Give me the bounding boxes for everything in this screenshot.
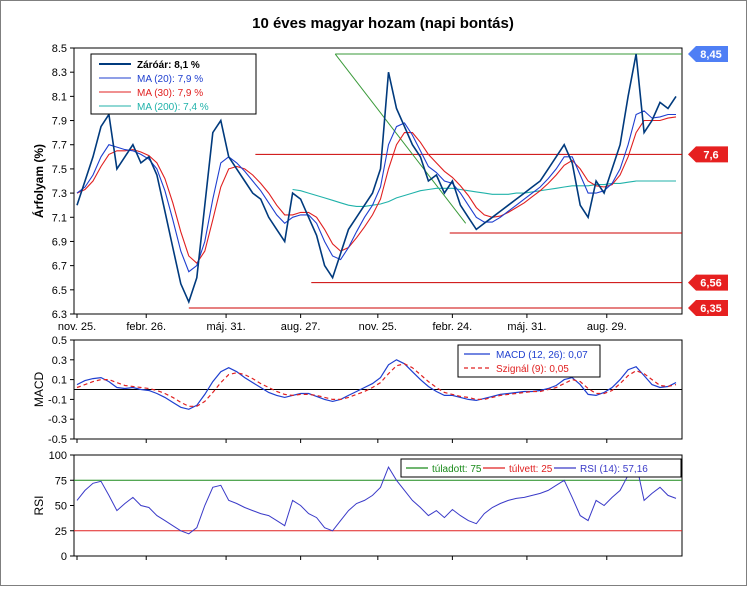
y-tick-label: 0.1 bbox=[52, 375, 67, 387]
level-badge-label: 8,45 bbox=[700, 49, 721, 61]
y-tick-label: 0.3 bbox=[52, 355, 67, 367]
y-tick-label: -0.5 bbox=[48, 434, 67, 446]
x-tick-label: nov. 25. bbox=[58, 321, 96, 333]
x-tick-label: febr. 24. bbox=[432, 321, 472, 333]
y-axis-label: RSI bbox=[32, 495, 46, 515]
y-tick-label: 50 bbox=[55, 501, 67, 513]
chart-title: 10 éves magyar hozam (napi bontás) bbox=[252, 15, 514, 32]
y-tick-label: 8.5 bbox=[52, 43, 67, 55]
level-badge-label: 6,56 bbox=[700, 278, 721, 290]
price-series-line bbox=[76, 110, 676, 273]
macd-panel: 0.5 0.3 0.1 -0.1 -0.3 -0.5 MACD MACD (12, 26): … bbox=[32, 335, 683, 446]
y-tick-label: 7.7 bbox=[52, 140, 67, 152]
y-tick-label: 8.1 bbox=[52, 91, 67, 103]
y-tick-label: 100 bbox=[49, 450, 67, 462]
y-tick-label: 7.1 bbox=[52, 212, 67, 224]
y-axis-label: MACD bbox=[32, 372, 46, 408]
y-axis-label: Árfolyam (%) bbox=[31, 144, 46, 218]
level-badge-label: 6,35 bbox=[700, 303, 721, 315]
rsi-panel: 100 75 50 25 0 RSI túladott: 75 túlvett: 25 RSI … bbox=[32, 450, 683, 563]
legend-box bbox=[457, 344, 601, 378]
y-tick-label: 7.5 bbox=[52, 164, 67, 176]
x-tick-label: máj. 31. bbox=[207, 321, 246, 333]
macd-series-line bbox=[76, 363, 677, 407]
legend-entry: MA (30): 7,9 % bbox=[137, 88, 203, 99]
y-tick-label: 7.9 bbox=[52, 116, 67, 128]
y-tick-label: 0.5 bbox=[52, 335, 67, 347]
y-tick-label: 6.7 bbox=[52, 261, 67, 273]
y-tick-label: 0 bbox=[61, 551, 67, 563]
legend-box bbox=[400, 458, 682, 478]
y-tick-label: 25 bbox=[55, 526, 67, 538]
level-badge bbox=[688, 274, 728, 291]
x-tick-label: aug. 29. bbox=[587, 321, 627, 333]
x-tick-label: febr. 26. bbox=[126, 321, 166, 333]
x-tick-label: nov. 25. bbox=[359, 321, 397, 333]
y-tick-label: 6.3 bbox=[52, 309, 67, 321]
legend-entry: Záróár: 8,1 % bbox=[137, 60, 200, 71]
y-tick-label: -0.1 bbox=[48, 394, 67, 406]
level-badge bbox=[688, 299, 728, 316]
level-badge-label: 7,6 bbox=[703, 149, 718, 161]
legend-entry: Szignál (9): 0,05 bbox=[496, 364, 569, 375]
legend-entry: túlvett: 25 bbox=[509, 464, 553, 475]
legend-entry: MA (200): 7,4 % bbox=[137, 102, 209, 113]
y-tick-label: 6.9 bbox=[52, 236, 67, 248]
y-tick-label: -0.3 bbox=[48, 414, 67, 426]
y-tick-label: 7.3 bbox=[52, 188, 67, 200]
x-tick-label: máj. 31. bbox=[507, 321, 546, 333]
rsi-series-line bbox=[76, 461, 677, 535]
legend-entry: RSI (14): 57,16 bbox=[580, 464, 648, 475]
legend-entry: MACD (12, 26): 0,07 bbox=[496, 350, 588, 361]
level-badge bbox=[688, 146, 728, 163]
x-tick-label: aug. 27. bbox=[281, 321, 321, 333]
y-tick-label: 8.3 bbox=[52, 67, 67, 79]
y-tick-label: 75 bbox=[55, 475, 67, 487]
legend-entry: túladott: 75 bbox=[432, 464, 482, 475]
y-tick-label: 6.5 bbox=[52, 285, 67, 297]
price-series-line bbox=[76, 53, 677, 305]
price-panel: 6.3 6.5 6.7 6.9 7.1 7.3 7.5 7.7 7.9 8.1 8.3 8.5 nov.… bbox=[31, 43, 728, 333]
level-badge bbox=[688, 46, 728, 63]
legend-entry: MA (20): 7,9 % bbox=[137, 74, 203, 85]
